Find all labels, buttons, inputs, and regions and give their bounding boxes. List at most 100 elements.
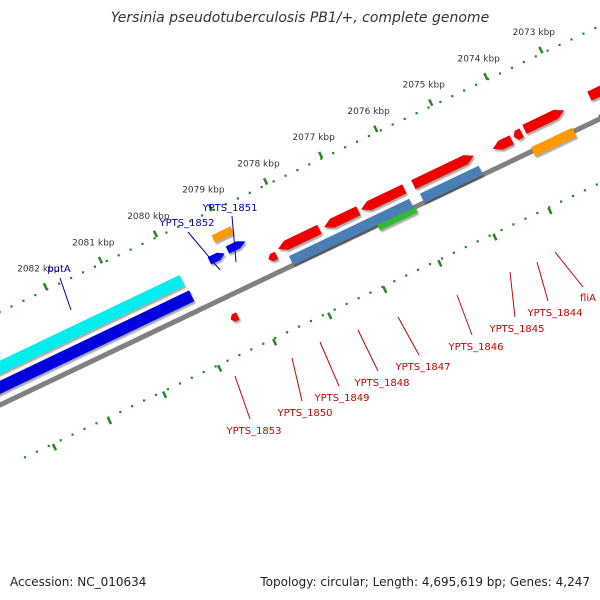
- tick-dot: [595, 183, 598, 186]
- upper-tick-track: [0, 26, 597, 314]
- feature-label[interactable]: YPTS_1852: [158, 218, 214, 229]
- tick-dot: [355, 140, 359, 143]
- tick-dot: [415, 112, 418, 115]
- lower-major-tick: [272, 338, 278, 346]
- tick-dot: [58, 282, 61, 285]
- tick-dot: [571, 194, 575, 197]
- lower-major-tick: [382, 285, 388, 294]
- tick-dot: [560, 200, 563, 203]
- tick-dot: [522, 61, 525, 64]
- tick-label: 2074 kbp: [457, 54, 500, 64]
- lower-major-tick: [492, 233, 498, 241]
- tick-dot: [34, 294, 37, 297]
- tick-dot: [117, 254, 120, 257]
- tick-dot: [296, 169, 299, 172]
- feature-label[interactable]: YPTS_1845: [488, 324, 544, 335]
- tick-dot: [476, 240, 479, 243]
- tick-dot: [214, 365, 217, 368]
- major-tick: [207, 203, 214, 212]
- tick-label: 2079 kbp: [182, 186, 225, 196]
- tick-dot: [81, 271, 85, 274]
- tick-dot: [308, 163, 311, 166]
- feature-label[interactable]: YPTS_1844: [526, 308, 582, 319]
- tick-label: 2081 kbp: [72, 238, 115, 248]
- feature-label[interactable]: YPTS_1848: [353, 378, 409, 389]
- tick-label: 2082 kbp: [17, 265, 60, 275]
- tick-dot: [272, 180, 275, 183]
- tick-dot: [143, 399, 146, 402]
- tick-dot: [367, 134, 370, 138]
- feature-label[interactable]: YPTS_1847: [394, 362, 450, 373]
- steel-gene-b: [333, 217, 375, 244]
- tick-dot: [379, 129, 382, 132]
- feature-label[interactable]: YPTS_1850: [276, 408, 332, 419]
- tick-dot: [0, 311, 1, 314]
- YPTS_1849-gene: [324, 206, 361, 228]
- genome-summary: Topology: circular; Length: 4,695,619 bp…: [260, 575, 590, 589]
- feature-label[interactable]: YPTS_1849: [313, 393, 369, 404]
- tick-dot: [332, 151, 335, 155]
- tick-dot: [427, 106, 430, 109]
- putA-gene: [0, 275, 185, 374]
- YPTS_1853-gene: [230, 312, 240, 322]
- tick-label: 2078 kbp: [237, 160, 280, 170]
- YPTS_1845-gene: [492, 135, 514, 150]
- YPTS_1852-gene: [207, 252, 225, 265]
- tick-dot: [512, 223, 515, 226]
- tick-label: 2077 kbp: [292, 133, 335, 143]
- feature-label[interactable]: YPTS_1853: [225, 426, 281, 437]
- fliA-gene: [587, 85, 600, 101]
- tick-dot: [262, 342, 265, 345]
- tick-dot: [297, 325, 301, 328]
- tick-dot: [321, 314, 324, 317]
- tick-dot: [129, 248, 132, 251]
- tick-dot: [248, 191, 251, 194]
- feature-label[interactable]: YPTS_1851: [201, 203, 257, 214]
- tick-label: 2075 kbp: [402, 81, 445, 91]
- tick-dot: [177, 225, 180, 228]
- major-tick: [152, 230, 159, 238]
- tick-dot: [105, 259, 108, 263]
- feature-label[interactable]: YPTS_1846: [447, 342, 503, 353]
- tick-dot: [475, 83, 478, 86]
- feature-label[interactable]: putA: [47, 264, 71, 275]
- major-tick: [428, 98, 434, 107]
- tick-dot: [286, 331, 289, 334]
- tick-dot: [260, 186, 263, 189]
- lower-major-tick: [161, 390, 168, 399]
- tick-dot: [201, 214, 204, 217]
- tick-dot: [59, 439, 62, 442]
- YPTS_1851-gene: [225, 241, 246, 254]
- YPTS_1848-gene: [361, 184, 407, 211]
- tick-dot: [320, 157, 323, 160]
- tick-dot: [451, 95, 454, 98]
- leader-line: [187, 231, 221, 271]
- leader-line: [319, 341, 340, 387]
- feature-label[interactable]: fliA: [580, 293, 596, 304]
- accession-text: Accession: NC_010634: [10, 575, 147, 589]
- red-marker-a: [268, 251, 279, 262]
- tick-dot: [583, 189, 586, 192]
- tick-dot: [570, 38, 573, 41]
- leader-line: [59, 277, 72, 311]
- tick-dot: [154, 393, 158, 396]
- tick-dot: [534, 55, 537, 58]
- tick-dot: [190, 376, 193, 379]
- tick-dot: [405, 274, 408, 277]
- tick-dot: [369, 291, 372, 294]
- tick-dot: [141, 242, 144, 245]
- tick-dot: [524, 217, 527, 220]
- tick-dot: [500, 228, 503, 232]
- leader-line: [231, 215, 237, 263]
- tick-dot: [131, 405, 134, 408]
- tick-dot: [284, 174, 287, 177]
- lower-major-tick: [106, 417, 113, 425]
- lower-major-tick: [327, 312, 333, 320]
- tick-dot: [536, 211, 539, 215]
- tick-dot: [488, 234, 491, 237]
- tick-dot: [189, 220, 192, 223]
- major-tick: [373, 125, 379, 133]
- tick-label: 2073 kbp: [513, 28, 556, 38]
- lower-major-tick: [437, 259, 443, 268]
